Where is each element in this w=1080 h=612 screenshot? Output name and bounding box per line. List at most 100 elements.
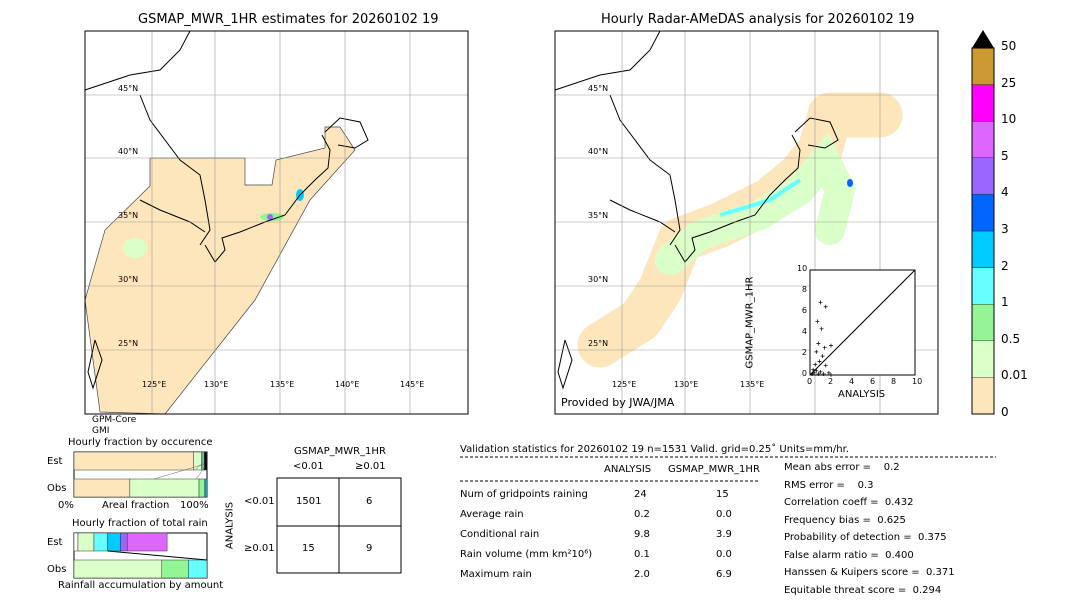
rain-patch	[267, 214, 273, 220]
total-rain-title: Hourly fraction of total rain	[72, 518, 208, 529]
col-label: <0.01	[293, 461, 324, 472]
left-map-title: GSMAP_MWR_1HR estimates for 20260102 19	[138, 12, 439, 27]
accum-label: Rainfall accumulation by amount	[58, 580, 224, 591]
diagonal-line	[809, 269, 916, 376]
y-tick: 4	[801, 327, 807, 336]
colorbar-tick: 2	[1001, 258, 1009, 273]
colorbar-extend-arrow	[972, 30, 994, 48]
colorbar-tick: 10	[1001, 112, 1017, 127]
est-bar	[73, 532, 79, 552]
scatter-point	[818, 369, 823, 374]
lat-label: 35°N	[588, 211, 609, 220]
stat-value: 0.1	[634, 549, 650, 560]
score: Frequency bias = 0.625	[784, 514, 906, 526]
lat-label: 25°N	[118, 339, 139, 348]
analysis-rain	[719, 178, 802, 217]
score: RMS error = 0.3	[784, 479, 874, 491]
scatter-point	[815, 319, 820, 324]
lat-label: 30°N	[118, 275, 139, 284]
scatter-point	[811, 367, 816, 372]
colorbar-tick: 0.5	[1001, 331, 1021, 346]
x-tick: 2	[828, 377, 834, 386]
scatter-point	[819, 326, 824, 331]
lon-label: 125°E	[612, 380, 637, 389]
lon-label: 135°E	[740, 380, 765, 389]
lon-label: 145°E	[400, 380, 425, 389]
row-axis-label: ANALYSIS	[224, 501, 236, 550]
stat-value: 0.0	[716, 549, 732, 560]
scatter-point	[829, 373, 833, 377]
scatter-point	[820, 354, 825, 359]
lat-label: 25°N	[588, 339, 609, 348]
y-tick: 10	[797, 264, 808, 273]
axis-left: 0%	[58, 500, 74, 511]
row-label: ≥0.01	[244, 543, 275, 554]
scatter-point	[829, 343, 833, 348]
y-tick: 2	[801, 348, 807, 357]
obs-bar	[198, 478, 205, 498]
obs-label: Obs	[47, 483, 67, 494]
lat-label: 45°N	[588, 84, 609, 93]
coastline	[554, 30, 839, 390]
sensor-label-2: GMI	[92, 426, 110, 436]
obs-bar	[205, 478, 208, 498]
est-bar	[73, 451, 194, 471]
x-tick: 4	[849, 377, 855, 386]
colorbar-segment	[971, 340, 995, 378]
x-tick: 0	[807, 377, 813, 386]
cell: 1501	[296, 496, 322, 507]
areal-label: Areal fraction	[102, 500, 170, 511]
connector-lines	[107, 550, 208, 561]
cell: 6	[366, 496, 373, 507]
colorbar-segment	[971, 157, 995, 195]
cell: 15	[302, 543, 315, 554]
scatter-point	[821, 371, 826, 376]
occurrence-title: Hourly fraction by occurence	[68, 437, 213, 448]
stat-value: 0.2	[634, 509, 650, 520]
sensor-label: GPM-Core	[92, 415, 137, 425]
stat-label: Rain volume (mm km²10⁶)	[460, 549, 593, 560]
colorbar-tick: 50	[1001, 39, 1017, 53]
colorbar-tick: 1	[1001, 295, 1009, 310]
x-tick: 6	[870, 377, 876, 386]
rain-patch	[123, 238, 147, 258]
scatter-point	[823, 304, 828, 309]
colorbar-segment	[971, 84, 995, 122]
stat-value: 2.0	[634, 569, 650, 580]
scatter-point	[810, 371, 815, 376]
colorbar-tick: 3	[1001, 222, 1009, 236]
score: False alarm ratio = 0.400	[784, 549, 914, 561]
axis-right: 100%	[180, 500, 209, 511]
colorbar-frame	[971, 47, 995, 415]
scatter-point	[816, 341, 821, 346]
col-label: ≥0.01	[355, 461, 386, 472]
stat-value: 3.9	[716, 529, 732, 540]
x-axis-label: ANALYSIS	[838, 389, 886, 400]
colorbar-segment	[971, 194, 995, 232]
obs-label: Obs	[47, 564, 67, 575]
score: Probability of detection = 0.375	[784, 532, 947, 543]
lat-label: 30°N	[588, 275, 609, 284]
colorbar-tick: 5	[1001, 148, 1009, 163]
scatter-point	[823, 363, 828, 368]
est-bar	[77, 532, 95, 552]
obs-bar	[188, 559, 208, 579]
est-bar	[120, 532, 128, 552]
lat-label: 40°N	[588, 147, 609, 156]
colorbar-segment	[971, 47, 995, 85]
score: Mean abs error = 0.2	[784, 462, 900, 473]
stat-value: 6.9	[716, 569, 732, 580]
est-label: Est	[47, 537, 63, 548]
colorbar-tick: 4	[1001, 185, 1009, 200]
y-tick: 6	[801, 306, 807, 315]
obs-bar	[73, 559, 163, 579]
colorbar-tick: 25	[1001, 75, 1017, 90]
lat-label: 45°N	[118, 84, 139, 93]
analysis-rain	[655, 132, 856, 275]
y-tick: 8	[801, 285, 807, 294]
map-frame	[84, 30, 469, 415]
score: Equitable threat score = 0.294	[784, 584, 942, 596]
colorbar-tick: 0	[1001, 405, 1009, 419]
stat-value: 0.0	[716, 509, 732, 520]
